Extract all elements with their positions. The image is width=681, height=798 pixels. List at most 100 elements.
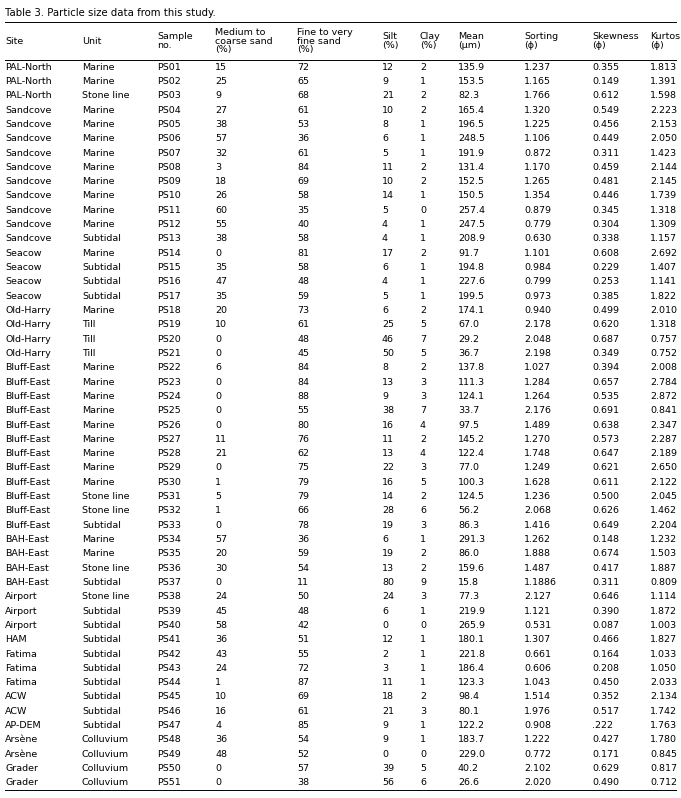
Text: Stone line: Stone line <box>82 492 129 501</box>
Text: 59: 59 <box>297 549 309 559</box>
Text: 1.813: 1.813 <box>650 63 677 72</box>
Text: Seacow: Seacow <box>5 278 42 286</box>
Text: 1.225: 1.225 <box>524 120 551 129</box>
Text: PS12: PS12 <box>157 220 180 229</box>
Text: 0: 0 <box>420 749 426 759</box>
Text: PAL-North: PAL-North <box>5 63 52 72</box>
Text: 0.171: 0.171 <box>592 749 619 759</box>
Text: Marine: Marine <box>82 148 114 157</box>
Text: 0.872: 0.872 <box>524 148 551 157</box>
Text: 60: 60 <box>215 206 227 215</box>
Text: 11: 11 <box>382 163 394 172</box>
Text: 248.5: 248.5 <box>458 134 485 143</box>
Text: 0.349: 0.349 <box>592 349 619 358</box>
Text: PS44: PS44 <box>157 678 180 687</box>
Text: Site: Site <box>5 37 23 45</box>
Text: 48: 48 <box>297 606 309 615</box>
Text: Arsène: Arsène <box>5 749 38 759</box>
Text: 1.114: 1.114 <box>650 592 677 601</box>
Text: 0.355: 0.355 <box>592 63 619 72</box>
Text: 22: 22 <box>382 464 394 472</box>
Text: 11: 11 <box>382 435 394 444</box>
Text: 159.6: 159.6 <box>458 563 485 573</box>
Text: 0.385: 0.385 <box>592 292 619 301</box>
Text: 0.149: 0.149 <box>592 77 619 86</box>
Text: 2.048: 2.048 <box>524 334 551 344</box>
Text: PS28: PS28 <box>157 449 180 458</box>
Text: 33.7: 33.7 <box>458 406 479 415</box>
Text: PS13: PS13 <box>157 235 181 243</box>
Text: Fatima: Fatima <box>5 650 37 658</box>
Text: 1.416: 1.416 <box>524 521 551 530</box>
Text: 3: 3 <box>420 464 426 472</box>
Text: Subtidal: Subtidal <box>82 693 121 701</box>
Text: 124.1: 124.1 <box>458 392 485 401</box>
Text: Subtidal: Subtidal <box>82 578 121 587</box>
Text: 62: 62 <box>297 449 309 458</box>
Text: Bluff-East: Bluff-East <box>5 507 50 516</box>
Text: 10: 10 <box>215 693 227 701</box>
Text: Marine: Marine <box>82 105 114 115</box>
Text: BAH-East: BAH-East <box>5 578 49 587</box>
Text: 0.657: 0.657 <box>592 377 619 386</box>
Text: Bluff-East: Bluff-East <box>5 464 50 472</box>
Text: Kurtosis: Kurtosis <box>650 32 681 41</box>
Text: PS11: PS11 <box>157 206 180 215</box>
Text: 0.417: 0.417 <box>592 563 619 573</box>
Text: Subtidal: Subtidal <box>82 650 121 658</box>
Text: 2.204: 2.204 <box>650 521 677 530</box>
Text: Old-Harry: Old-Harry <box>5 334 51 344</box>
Text: Bluff-East: Bluff-East <box>5 492 50 501</box>
Text: 47: 47 <box>215 278 227 286</box>
Text: 180.1: 180.1 <box>458 635 485 644</box>
Text: Stone line: Stone line <box>82 507 129 516</box>
Text: 5: 5 <box>382 148 388 157</box>
Text: 0.164: 0.164 <box>592 650 619 658</box>
Text: 0.352: 0.352 <box>592 693 619 701</box>
Text: 97.5: 97.5 <box>458 421 479 429</box>
Text: PS18: PS18 <box>157 306 180 315</box>
Text: 59: 59 <box>297 292 309 301</box>
Text: 78: 78 <box>297 521 309 530</box>
Text: Marine: Marine <box>82 163 114 172</box>
Text: 2: 2 <box>420 549 426 559</box>
Text: 5: 5 <box>420 478 426 487</box>
Text: 1.106: 1.106 <box>524 134 551 143</box>
Text: Colluvium: Colluvium <box>82 778 129 788</box>
Text: PS08: PS08 <box>157 163 180 172</box>
Text: Marine: Marine <box>82 120 114 129</box>
Text: 186.4: 186.4 <box>458 664 485 673</box>
Text: PS35: PS35 <box>157 549 181 559</box>
Text: Subtidal: Subtidal <box>82 606 121 615</box>
Text: 98.4: 98.4 <box>458 693 479 701</box>
Text: 1: 1 <box>420 134 426 143</box>
Text: 0.311: 0.311 <box>592 148 619 157</box>
Text: 1.487: 1.487 <box>524 563 551 573</box>
Text: 0.646: 0.646 <box>592 592 619 601</box>
Text: Marine: Marine <box>82 192 114 200</box>
Text: 3: 3 <box>420 592 426 601</box>
Text: 1: 1 <box>420 736 426 745</box>
Text: 111.3: 111.3 <box>458 377 485 386</box>
Text: 57: 57 <box>297 764 309 773</box>
Text: PS01: PS01 <box>157 63 180 72</box>
Text: Till: Till <box>82 349 95 358</box>
Text: 2.127: 2.127 <box>524 592 551 601</box>
Text: 79: 79 <box>297 492 309 501</box>
Text: 122.4: 122.4 <box>458 449 485 458</box>
Text: 10: 10 <box>215 320 227 330</box>
Text: Old-Harry: Old-Harry <box>5 349 51 358</box>
Text: Airport: Airport <box>5 592 37 601</box>
Text: PS06: PS06 <box>157 134 180 143</box>
Text: 24: 24 <box>382 592 394 601</box>
Text: 52: 52 <box>297 749 309 759</box>
Text: 0: 0 <box>215 764 221 773</box>
Text: 0.712: 0.712 <box>650 778 677 788</box>
Text: 150.5: 150.5 <box>458 192 485 200</box>
Text: 72: 72 <box>297 664 309 673</box>
Text: 0.531: 0.531 <box>524 621 551 630</box>
Text: 69: 69 <box>297 177 309 186</box>
Text: 46: 46 <box>382 334 394 344</box>
Text: 1.264: 1.264 <box>524 392 551 401</box>
Text: 1: 1 <box>215 507 221 516</box>
